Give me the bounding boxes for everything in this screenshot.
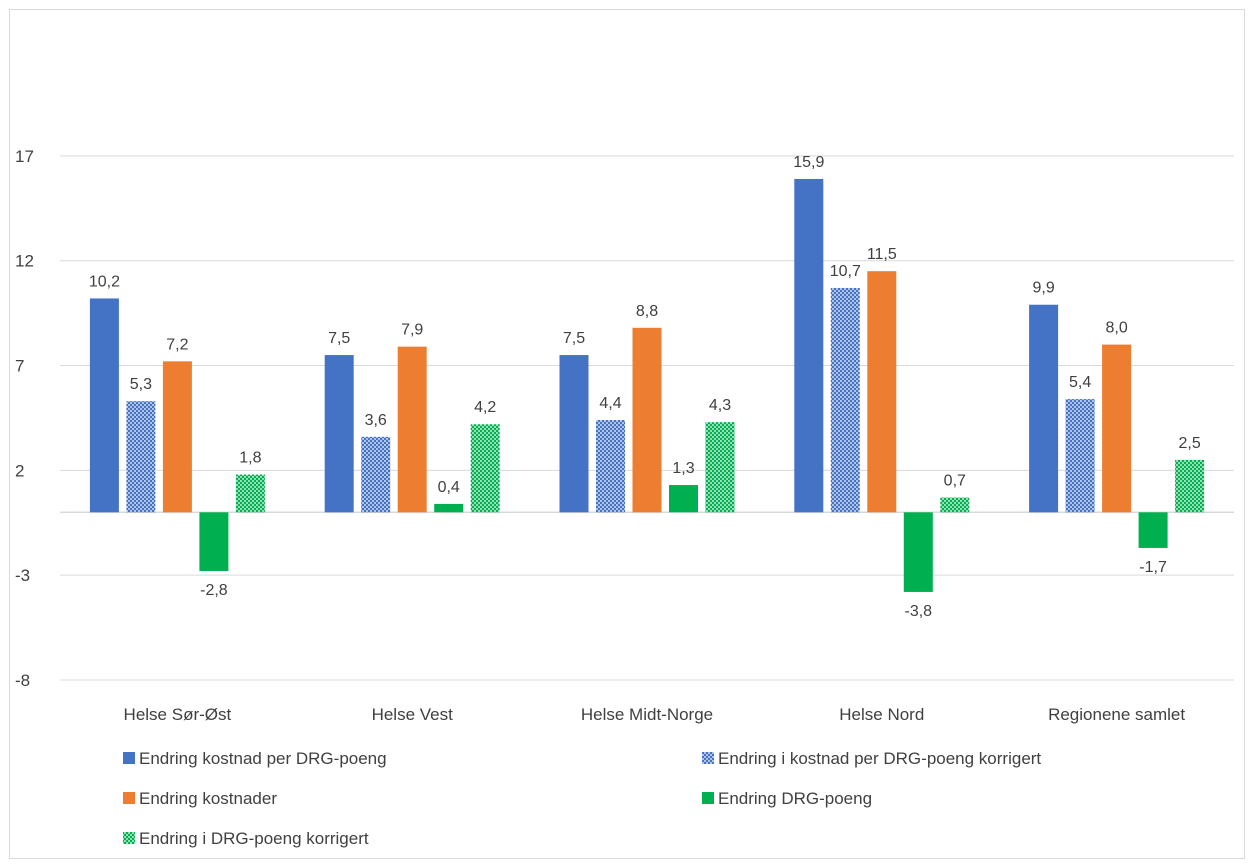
data-label: 5,3 xyxy=(130,376,152,393)
bar xyxy=(669,485,698,513)
data-label: 4,4 xyxy=(599,395,621,412)
bar xyxy=(89,298,119,513)
legend-swatch xyxy=(123,792,135,804)
bar xyxy=(361,436,391,513)
bar xyxy=(903,512,933,592)
data-label: 8,0 xyxy=(1105,320,1127,337)
data-labels: 10,2 5,3 7,2 -2,8 1,8 7,5 3,6 7,9 0,4 4,2 7,5 4,4 8,… xyxy=(89,154,1201,620)
data-label: 10,7 xyxy=(830,263,861,280)
bar xyxy=(940,497,970,513)
bar xyxy=(470,424,500,513)
bar xyxy=(397,346,427,513)
category-label: Helse Nord xyxy=(839,705,924,724)
category-label: Helse Vest xyxy=(372,705,454,724)
legend-label: Endring kostnad per DRG-poeng xyxy=(139,749,387,768)
bar xyxy=(596,420,625,513)
data-label: 7,2 xyxy=(166,336,188,353)
legend-label: Endring DRG-poeng xyxy=(718,789,872,808)
data-label: -3,8 xyxy=(905,603,933,620)
y-tick-label: 17 xyxy=(15,147,34,166)
bar xyxy=(1065,399,1095,513)
bar xyxy=(434,503,464,513)
data-label: 0,7 xyxy=(944,473,966,490)
y-axis-tick-labels: -8 -3 2 7 12 17 xyxy=(15,147,34,690)
category-label: Helse Sør-Øst xyxy=(124,705,232,724)
legend-label: Endring i DRG-poeng korrigert xyxy=(139,829,369,848)
data-label: 7,5 xyxy=(328,330,350,347)
category-label: Regionene samlet xyxy=(1048,705,1185,724)
data-label: -1,7 xyxy=(1139,559,1167,576)
bar xyxy=(235,474,265,513)
bar xyxy=(1138,512,1168,548)
bars xyxy=(89,178,1205,592)
bar xyxy=(705,422,735,513)
data-label: 1,3 xyxy=(672,460,694,477)
y-tick-label: 7 xyxy=(15,357,24,376)
bar xyxy=(162,361,192,513)
bar xyxy=(867,271,897,513)
x-axis-category-labels: Helse Sør-Øst Helse Vest Helse Midt-Norge H… xyxy=(124,705,1186,724)
data-label: 4,3 xyxy=(709,397,731,414)
y-tick-label: 12 xyxy=(15,252,34,271)
legend-swatch xyxy=(123,752,135,764)
data-label: 15,9 xyxy=(793,154,824,171)
bar xyxy=(794,178,824,513)
legend-label: Endring i kostnad per DRG-poeng korriger… xyxy=(718,749,1041,768)
legend-swatch xyxy=(123,832,135,844)
data-label: 8,8 xyxy=(636,303,658,320)
data-label: 5,4 xyxy=(1069,374,1091,391)
data-label: 10,2 xyxy=(89,273,120,290)
data-label: 7,9 xyxy=(401,322,423,339)
data-label: 7,5 xyxy=(563,330,585,347)
category-label: Helse Midt-Norge xyxy=(581,705,713,724)
bar xyxy=(1029,304,1059,513)
legend-swatch xyxy=(702,752,714,764)
data-label: 1,8 xyxy=(239,450,261,467)
data-label: -2,8 xyxy=(200,582,228,599)
bar xyxy=(559,355,589,513)
chart-area: -8 -3 2 7 12 17 10,2 5,3 7,2 -2,8 1,8 7,5 3,6 7,9 0,4… xyxy=(9,9,1245,859)
data-label: 3,6 xyxy=(365,412,387,429)
data-label: 9,9 xyxy=(1032,280,1054,297)
y-tick-label: 2 xyxy=(15,461,24,480)
y-tick-label: -8 xyxy=(15,671,30,690)
bar xyxy=(632,327,662,513)
legend-swatch xyxy=(702,792,714,804)
bar xyxy=(1102,344,1132,513)
data-label: 4,2 xyxy=(474,399,496,416)
bar xyxy=(199,512,229,571)
bar xyxy=(830,287,860,513)
bar xyxy=(126,401,156,513)
bar-chart: -8 -3 2 7 12 17 10,2 5,3 7,2 -2,8 1,8 7,5 3,6 7,9 0,4… xyxy=(15,147,1234,848)
data-label: 2,5 xyxy=(1178,435,1200,452)
legend-label: Endring kostnader xyxy=(139,789,277,808)
data-label: 0,4 xyxy=(438,479,460,496)
bar xyxy=(324,355,354,513)
data-label: 11,5 xyxy=(867,246,897,263)
legend: Endring kostnad per DRG-poeng Endring i k… xyxy=(123,749,1041,848)
bar xyxy=(1175,459,1205,513)
y-tick-label: -3 xyxy=(15,566,30,585)
